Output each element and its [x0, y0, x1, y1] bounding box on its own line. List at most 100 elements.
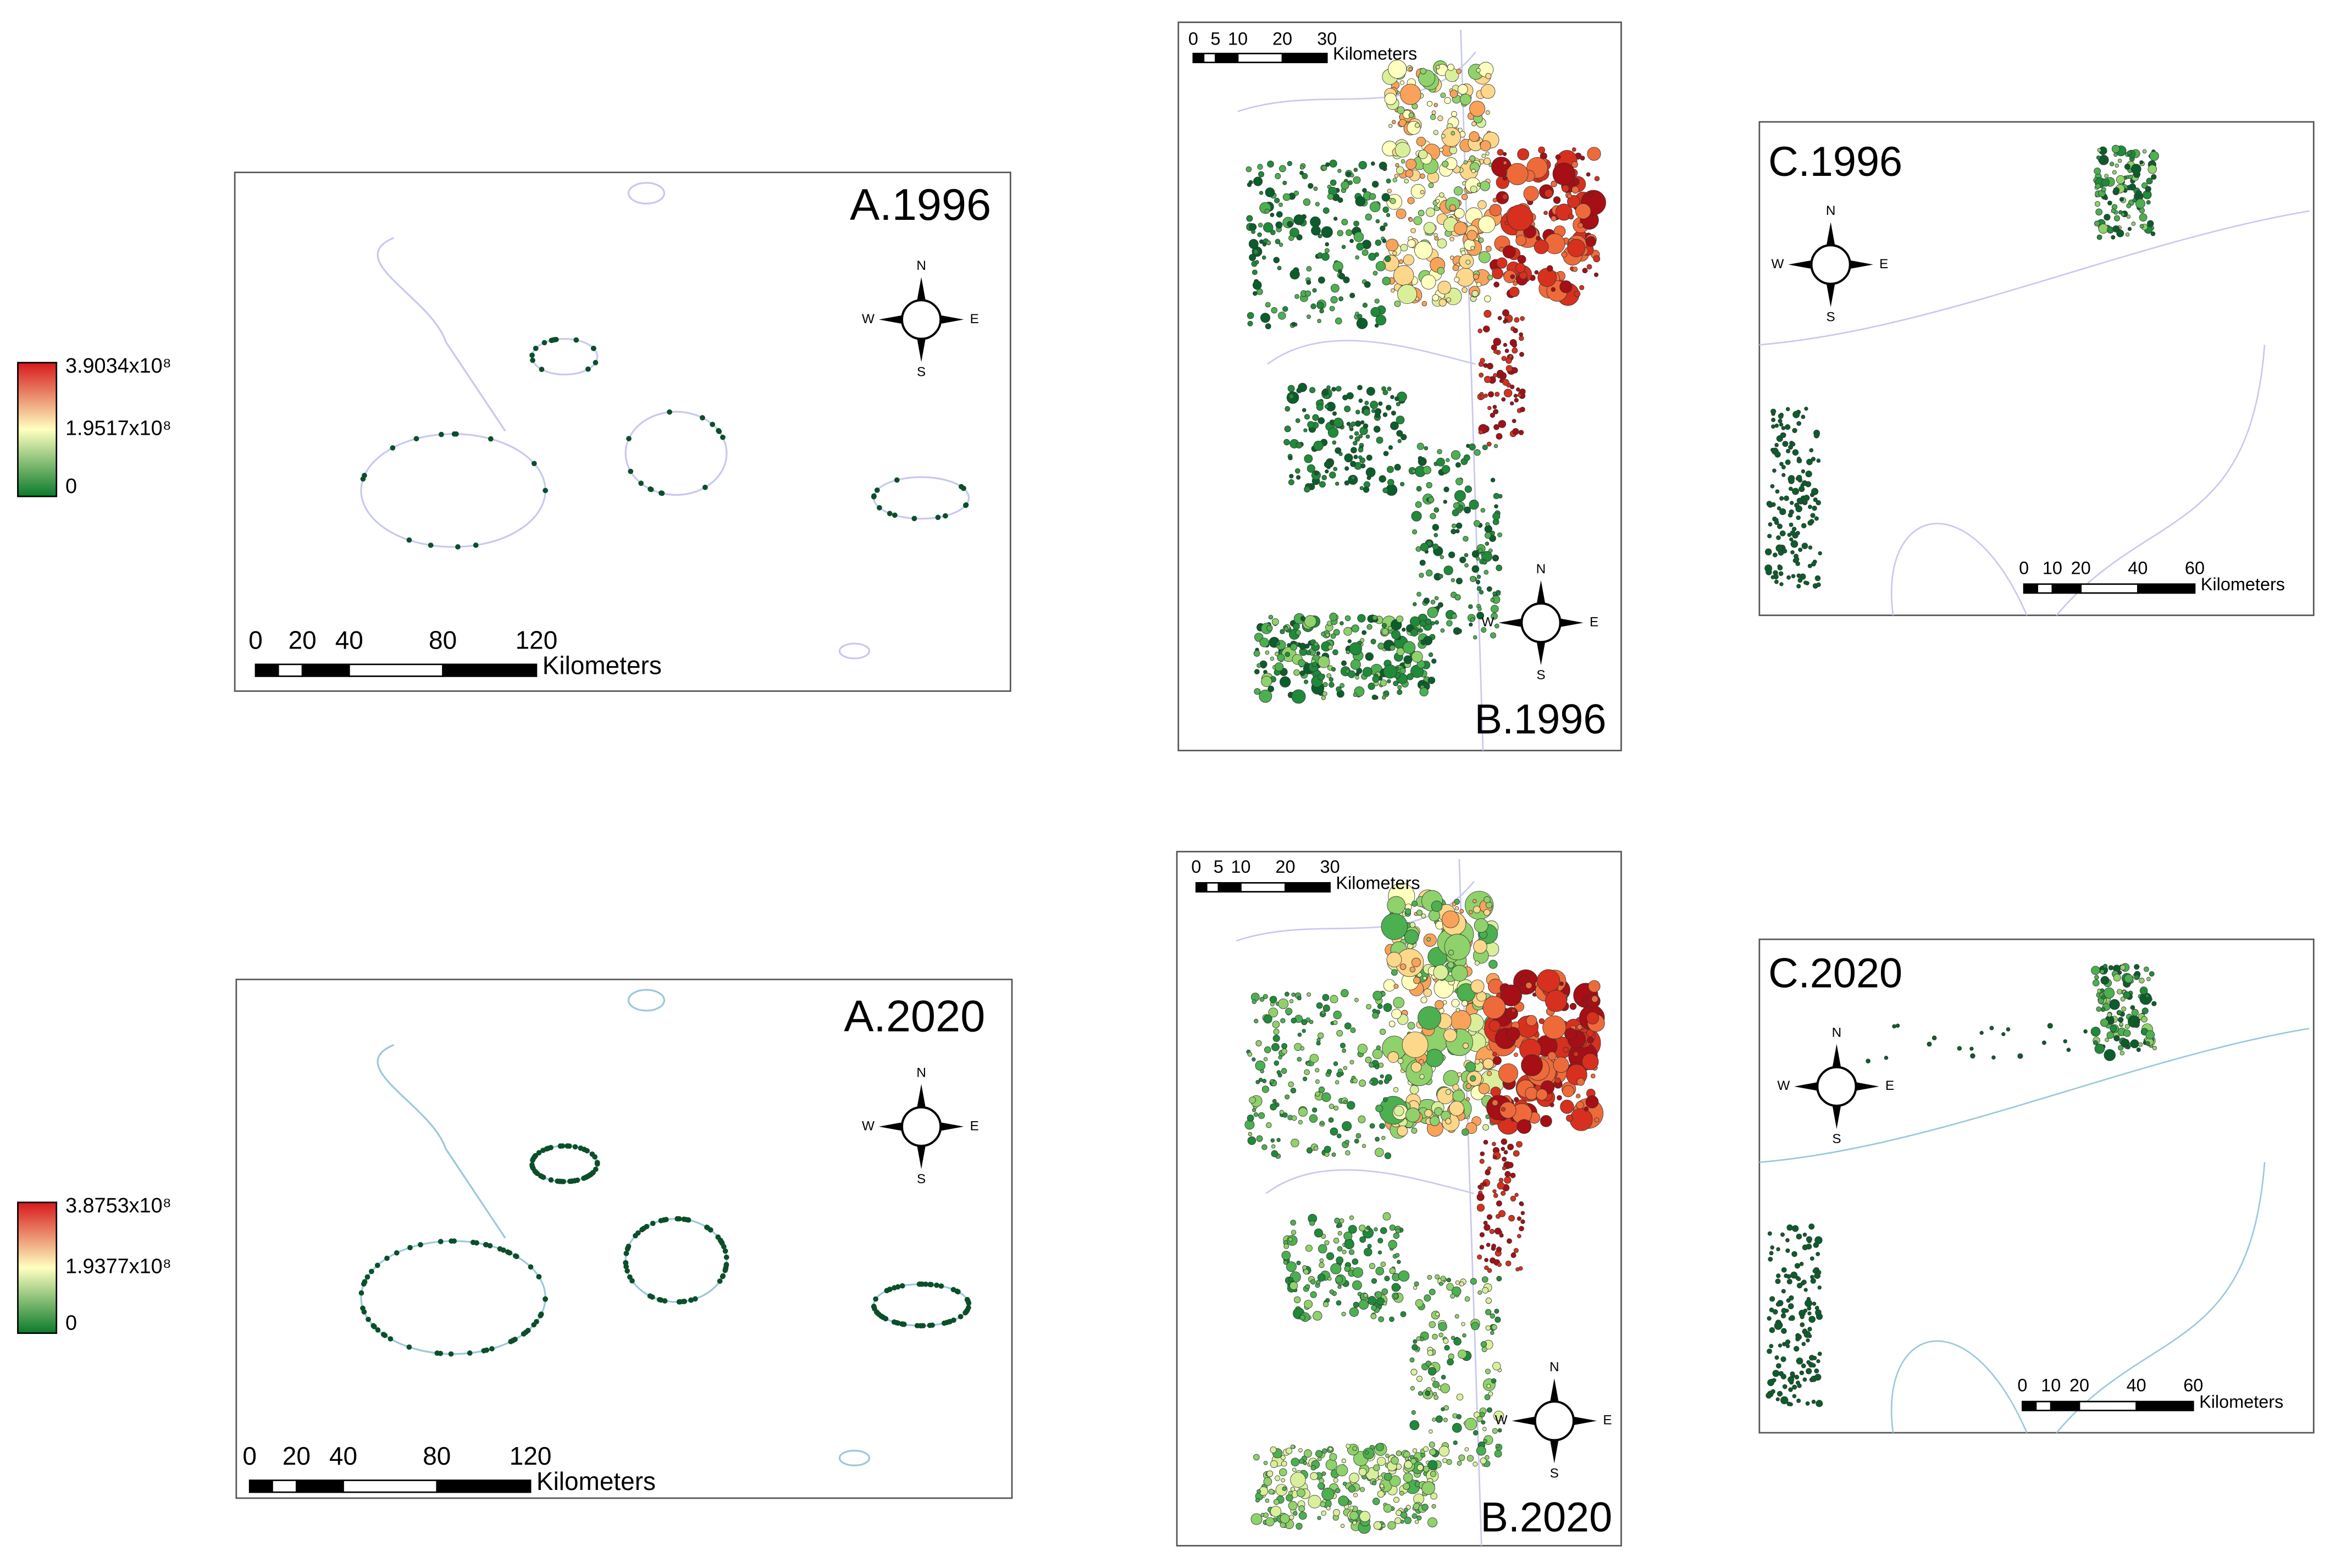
scale-label: 120: [510, 1442, 552, 1470]
occurrence-dot: [1816, 1359, 1820, 1364]
occurrence-dot: [1469, 131, 1480, 142]
occurrence-dot: [1387, 679, 1391, 684]
occurrence-dot: [1484, 896, 1491, 904]
occurrence-dot: [1439, 147, 1444, 152]
occurrence-dot: [1495, 1444, 1500, 1448]
occurrence-dot: [1381, 193, 1390, 202]
legend-gradient: [17, 362, 58, 497]
occurrence-dot: [1368, 252, 1376, 261]
scale-segment: [2080, 583, 2139, 594]
occurrence-dot: [1767, 1348, 1772, 1354]
occurrence-dot: [1290, 1472, 1306, 1488]
occurrence-dot: [1315, 1068, 1320, 1073]
occurrence-dot: [1397, 1125, 1408, 1137]
occurrence-dot: [1315, 202, 1320, 207]
occurrence-dot: [1500, 984, 1522, 1007]
occurrence-dot: [1325, 242, 1329, 247]
occurrence-dot: [1321, 1010, 1326, 1015]
occurrence-dot: [1501, 1146, 1506, 1151]
occurrence-dot: [1321, 475, 1327, 480]
occurrence-dot: [1400, 84, 1421, 105]
occurrence-dot: [1380, 225, 1386, 231]
occurrence-dot: [628, 468, 634, 474]
occurrence-dot: [1796, 474, 1802, 481]
occurrence-dot: [1473, 1461, 1478, 1467]
occurrence-dot: [667, 409, 672, 415]
occurrence-dot: [1452, 902, 1457, 907]
occurrence-dot: [2108, 965, 2114, 971]
occurrence-dot: [1358, 1299, 1369, 1310]
occurrence-dot: [1496, 564, 1503, 572]
scale-unit: Kilometers: [2201, 574, 2285, 594]
occurrence-dot: [1569, 1002, 1577, 1010]
occurrence-dot: [1794, 1375, 1800, 1379]
occurrence-dot: [1342, 1249, 1347, 1255]
occurrence-dot: [1315, 1450, 1323, 1458]
occurrence-dot: [1279, 202, 1283, 207]
occurrence-dot: [1523, 186, 1539, 202]
occurrence-dot: [1248, 1132, 1253, 1137]
occurrence-dot: [1507, 1143, 1514, 1150]
occurrence-dot: [1253, 650, 1260, 657]
compass-e: E: [970, 312, 979, 326]
scale-label: 30: [1320, 857, 1340, 877]
occurrence-dot: [1484, 1257, 1488, 1262]
occurrence-dot: [1257, 1489, 1261, 1494]
occurrence-dot: [1501, 397, 1506, 402]
occurrence-dot: [1277, 265, 1282, 270]
occurrence-dot: [1299, 1314, 1306, 1321]
occurrence-dot: [1549, 1102, 1554, 1107]
occurrence-dot: [1486, 1243, 1491, 1247]
occurrence-dot: [1284, 626, 1289, 631]
occurrence-dot: [1318, 673, 1325, 681]
occurrence-dot: [2117, 1010, 2122, 1015]
occurrence-dot: [1774, 442, 1779, 447]
occurrence-dot: [1488, 1391, 1493, 1397]
occurrence-dot: [375, 1327, 381, 1333]
occurrence-dot: [1335, 447, 1342, 454]
occurrence-dot: [1779, 508, 1786, 516]
occurrence-dot: [1393, 1497, 1399, 1503]
occurrence-dot: [1345, 1150, 1351, 1156]
occurrence-dot: [1774, 451, 1781, 458]
occurrence-dot: [1470, 1278, 1477, 1285]
occurrence-dot: [1331, 387, 1336, 392]
occurrence-dot: [1252, 269, 1258, 275]
occurrence-dot: [1514, 317, 1520, 323]
occurrence-dot: [942, 1320, 947, 1326]
occurrence-dot: [1344, 453, 1353, 463]
occurrence-dot: [1325, 1459, 1337, 1471]
occurrence-dot: [1394, 142, 1410, 158]
occurrence-dot: [1287, 385, 1295, 392]
scale-label: 40: [2128, 558, 2148, 578]
occurrence-dot: [1488, 960, 1498, 969]
occurrence-dot: [1415, 501, 1422, 508]
occurrence-dot: [1453, 186, 1463, 196]
occurrence-dot: [1372, 270, 1378, 276]
occurrence-dot: [1304, 414, 1310, 420]
occurrence-dot: [1507, 204, 1534, 231]
occurrence-dot: [1451, 965, 1468, 982]
occurrence-dot: [1344, 1239, 1354, 1249]
occurrence-dot: [1366, 386, 1375, 396]
occurrence-dot: [1798, 498, 1803, 504]
occurrence-dot: [1415, 1299, 1424, 1307]
occurrence-dot: [1771, 418, 1776, 423]
occurrence-dot: [1802, 1377, 1807, 1382]
occurrence-dot: [1494, 1227, 1502, 1235]
occurrence-dot: [1362, 249, 1369, 256]
occurrence-dot: [1372, 675, 1380, 683]
occurrence-dot: [1318, 234, 1322, 239]
occurrence-dot: [1386, 178, 1391, 184]
occurrence-dot: [1408, 67, 1413, 71]
occurrence-dot: [1517, 393, 1522, 397]
occurrence-dot: [1364, 1450, 1369, 1455]
occurrence-dot: [1279, 676, 1291, 688]
occurrence-dot: [934, 1282, 939, 1288]
occurrence-dot: [1469, 500, 1479, 510]
occurrence-dot: [1776, 1247, 1780, 1251]
occurrence-dot: [1346, 1101, 1355, 1110]
occurrence-dot: [1481, 1420, 1486, 1425]
occurrence-dot: [1770, 484, 1775, 489]
